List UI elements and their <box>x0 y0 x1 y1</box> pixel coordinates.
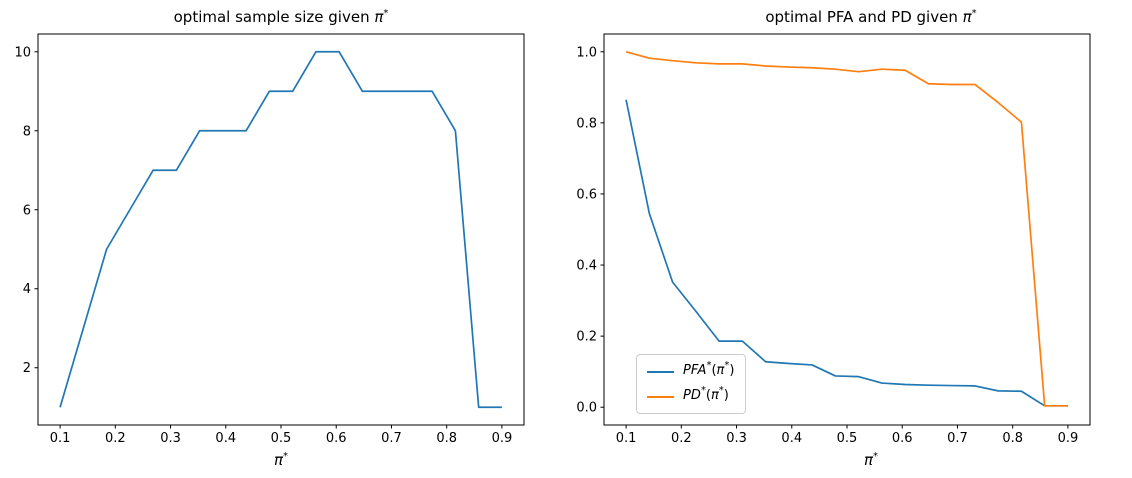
x-tick-label: 0.2 <box>105 431 126 446</box>
subplot-pfa-pd: optimal PFA and PD given π* 0.1 0.2 0.3 0.4… <box>566 0 1132 478</box>
y-tick-label: 0.0 <box>576 401 597 416</box>
x-tick-label: 0.6 <box>892 431 913 446</box>
legend-label: PD*(π*) <box>683 385 729 403</box>
star-superscript: * <box>283 451 289 462</box>
subplot-sample-size: optimal sample size given π* 0.1 0.2 0.3 0.… <box>14 7 525 473</box>
pi-symbol: π <box>273 451 284 469</box>
title-text: optimal sample size given <box>173 8 375 26</box>
y-tick-label: 0.8 <box>576 116 597 131</box>
y-tick-label: 8 <box>23 124 31 139</box>
x-tick-label: 0.3 <box>160 431 181 446</box>
legend-label: PFA*(π*) <box>683 360 735 378</box>
x-tick-label: 0.5 <box>271 431 292 446</box>
x-axis-label: π* <box>38 450 524 473</box>
x-tick-label: 0.8 <box>1002 431 1023 446</box>
x-tick-label: 0.4 <box>215 431 236 446</box>
x-tick-label: 0.9 <box>1058 431 1079 446</box>
y-tick-label: 10 <box>14 45 31 60</box>
x-tick-label: 0.7 <box>947 431 968 446</box>
legend: PFA*(π*) PD*(π*) <box>636 354 747 414</box>
x-tick-label: 0.5 <box>837 431 858 446</box>
pi-symbol: π <box>962 8 972 26</box>
x-tick-label: 0.7 <box>381 431 402 446</box>
x-tick-label: 0.8 <box>436 431 457 446</box>
chart-title: optimal sample size given π* <box>38 7 524 30</box>
y-tick-label: 6 <box>23 203 31 218</box>
y-tick-label: 0.4 <box>576 259 597 274</box>
star-superscript: * <box>971 8 977 19</box>
star-superscript: * <box>383 8 389 19</box>
x-tick-label: 0.3 <box>726 431 747 446</box>
y-tick-label: 2 <box>23 361 31 376</box>
y-tick-label: 1.0 <box>576 45 597 60</box>
legend-item: PD*(π*) <box>647 385 734 405</box>
series-line <box>625 99 1068 407</box>
x-tick-label: 0.1 <box>50 431 71 446</box>
legend-line-sample <box>647 370 674 373</box>
x-tick-label: 0.4 <box>781 431 802 446</box>
axes-spines <box>37 33 525 426</box>
star-superscript: * <box>873 451 879 462</box>
plot-area: 0.1 0.2 0.3 0.4 0.5 0.6 0.7 0.8 0.9 0.0 0.2 0.4 0.6 0… <box>576 33 1091 446</box>
series-line <box>59 50 502 409</box>
title-text: optimal PFA and PD given <box>765 8 963 26</box>
y-tick-label: 0.2 <box>576 330 597 345</box>
x-tick-label: 0.1 <box>616 431 637 446</box>
x-axis-label: π* <box>628 450 1114 473</box>
chart-title: optimal PFA and PD given π* <box>628 7 1114 30</box>
y-tick-label: 4 <box>23 282 31 297</box>
x-tick-label: 0.2 <box>671 431 692 446</box>
pi-symbol: π <box>374 8 384 26</box>
y-tick-label: 0.6 <box>576 187 597 202</box>
legend-line-sample <box>647 395 674 398</box>
x-tick-label: 0.9 <box>492 431 513 446</box>
x-tick-label: 0.6 <box>326 431 347 446</box>
plot-area: 0.1 0.2 0.3 0.4 0.5 0.6 0.7 0.8 0.9 2 4 6 8 10 <box>14 33 525 446</box>
legend-item: PFA*(π*) <box>647 360 735 380</box>
pi-symbol: π <box>863 451 874 469</box>
series-line <box>625 50 1068 407</box>
